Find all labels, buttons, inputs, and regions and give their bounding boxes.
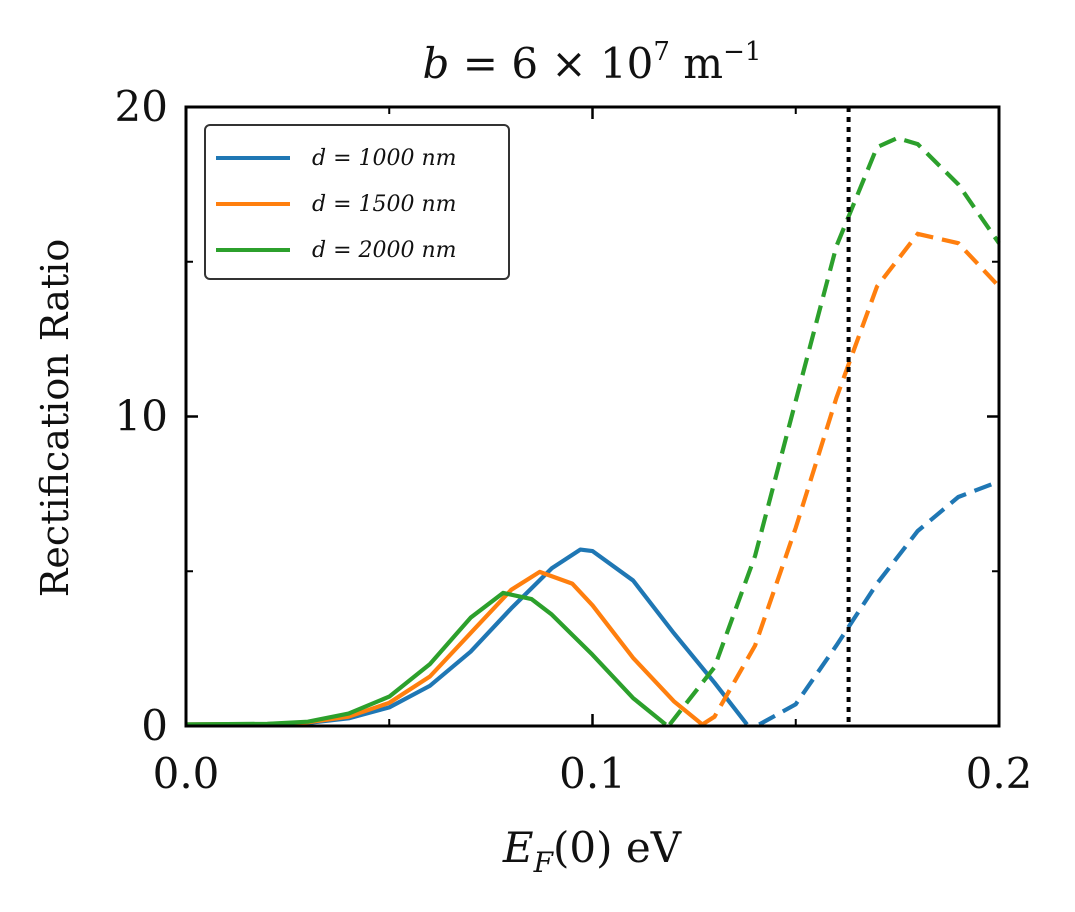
legend: d = 1000 nm d = 1500 nm d = 2000 nm [204,124,510,280]
legend-swatch-d1000 [216,156,290,160]
x-tick-label: 0.2 [966,749,1033,798]
chart-title: b = 6 × 107 m−1 [423,37,762,88]
legend-label-d1000: d = 1000 nm [312,145,457,171]
x-tick-label: 0.1 [559,749,626,798]
legend-entry-d2000: d = 2000 nm [216,230,457,270]
legend-label-d2000: d = 2000 nm [312,237,457,263]
y-tick-label: 10 [115,392,168,441]
legend-swatch-d2000 [216,248,290,252]
legend-swatch-d1500 [216,202,290,206]
series-line-d2000-dashed [668,135,1001,726]
x-axis-label: EF(0) eV [502,823,682,879]
plot-area [185,107,1001,727]
series-line-d1000-dashed [758,479,1000,727]
legend-entry-d1000: d = 1000 nm [216,138,457,178]
series-line-d2000-solid [185,590,668,727]
series-line-d1500-dashed [701,231,1001,727]
x-tick-label: 0.0 [153,749,220,798]
legend-entry-d1500: d = 1500 nm [216,184,457,224]
legend-label-d1500: d = 1500 nm [312,191,457,217]
y-tick-label: 0 [141,701,168,750]
axis-ticks: 0.0 0.1 0.2 0 10 20 [115,82,1033,798]
y-tick-label: 20 [115,82,168,131]
y-axis-label: Rectification Ratio [33,239,77,597]
